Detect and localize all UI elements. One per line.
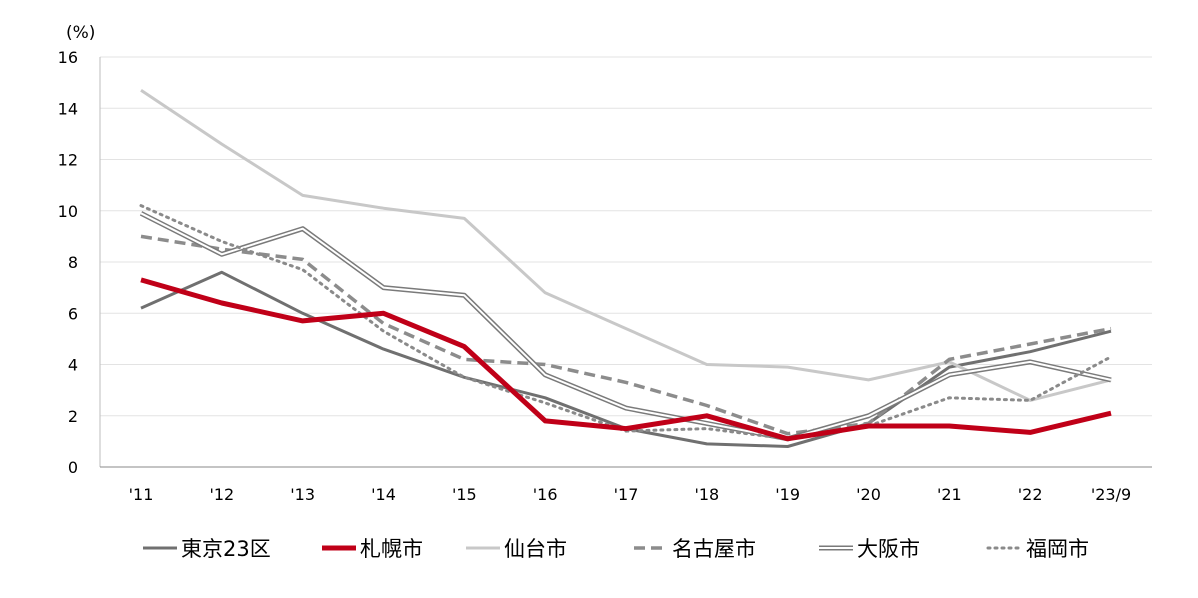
series-line [140, 212, 1112, 440]
x-tick-label: '20 [856, 485, 881, 504]
y-tick-label: 12 [58, 151, 78, 170]
y-tick-label: 16 [58, 48, 78, 67]
y-tick-label: 0 [68, 458, 78, 477]
legend-label: 札幌市 [360, 537, 423, 561]
series-line [139, 204, 1113, 441]
grid-lines [100, 56, 1152, 417]
legend-item: 仙台市 [466, 537, 567, 561]
y-tick-label: 6 [68, 304, 78, 323]
x-tick-label: '13 [290, 485, 315, 504]
x-tick-label: '17 [614, 485, 639, 504]
legend-item: 大阪市 [819, 537, 920, 561]
x-tick-label: '14 [371, 485, 396, 504]
series-3 [140, 234, 1112, 436]
series-line [140, 89, 1112, 402]
series-line [140, 234, 1112, 436]
y-tick-label: 2 [68, 407, 78, 426]
legend-label: 仙台市 [504, 537, 567, 561]
x-tick-label: '11 [129, 485, 154, 504]
x-tick-label: '12 [209, 485, 234, 504]
legend-item: 札幌市 [322, 537, 423, 561]
legend-label: 大阪市 [857, 537, 920, 561]
x-tick-label: '23/9 [1091, 485, 1131, 504]
series-line [139, 211, 1112, 442]
series-4 [139, 211, 1112, 442]
legend-item: 福岡市 [986, 537, 1089, 561]
x-tick-label: '21 [937, 485, 962, 504]
series-0 [140, 270, 1112, 448]
legend-label: 東京23区 [181, 537, 271, 561]
legend-item: 東京23区 [143, 537, 271, 561]
series-lines [139, 89, 1113, 448]
series-line [140, 277, 1112, 442]
x-tick-label: '22 [1018, 485, 1043, 504]
series-1 [140, 277, 1112, 442]
y-tick-label: 14 [58, 99, 78, 118]
y-tick-label: 8 [68, 253, 78, 272]
legend-label: 名古屋市 [672, 537, 756, 561]
x-tick-label: '16 [533, 485, 558, 504]
y-tick-label: 10 [58, 202, 78, 221]
series-2 [140, 89, 1112, 402]
x-tick-label: '18 [694, 485, 719, 504]
legend-item: 名古屋市 [634, 537, 756, 561]
series-line [140, 270, 1112, 448]
y-axis-unit-label: (%) [66, 23, 95, 43]
axes: 0 2 4 6 8 10 12 14 16 '11 '12 '13 '14 '15 '16 '17 '18 '19… [58, 48, 1152, 504]
legend: 東京23区 札幌市 仙台市 名古屋市 大阪市 福岡市 [143, 537, 1089, 561]
x-tick-label: '15 [452, 485, 477, 504]
legend-label: 福岡市 [1026, 537, 1089, 561]
y-tick-label: 4 [68, 356, 78, 375]
x-tick-label: '19 [775, 485, 800, 504]
series-5 [139, 204, 1113, 441]
